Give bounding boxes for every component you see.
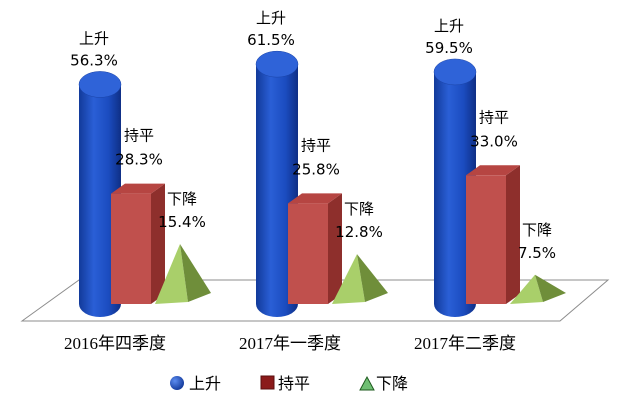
data-label-flat-value: 25.8% [292, 160, 340, 178]
bar-rise [79, 84, 121, 318]
bar-flat-top [111, 183, 165, 194]
data-label-fall-name: 下降 [167, 190, 197, 208]
data-label-fall-value: 7.5% [518, 244, 556, 262]
bar-flat-side [506, 165, 520, 304]
legend: 上升 持平 下降 [170, 374, 408, 393]
data-label-flat-value: 28.3% [115, 151, 163, 169]
data-label-rise-name: 上升 [434, 17, 464, 35]
legend-label: 下降 [376, 374, 408, 393]
data-label-rise-name: 上升 [256, 9, 286, 27]
bar-fall-side [535, 274, 566, 302]
data-label-rise-value: 56.3% [70, 51, 118, 69]
bars-layer: 上升 56.3% 持平 28.3% 下降 15.4% 上升 61.5% 持平 25.8% 下降 12.… [70, 9, 566, 318]
bar-rise-top [433, 58, 477, 86]
data-label-flat-name: 持平 [479, 108, 509, 126]
data-label-rise-value: 59.5% [425, 39, 473, 57]
bar-flat [288, 203, 328, 304]
bar-flat-side [328, 193, 342, 304]
bar-flat-side [151, 183, 165, 304]
bar-fall-front [155, 243, 188, 304]
legend-marker-flat [260, 375, 275, 390]
legend-label: 持平 [278, 374, 310, 393]
bar-flat-top [466, 165, 520, 176]
x-tick-label: 2017年一季度 [239, 334, 341, 353]
legend-label: 上升 [189, 374, 221, 393]
data-label-rise-value: 61.5% [247, 31, 295, 49]
x-tick-label: 2017年二季度 [414, 334, 516, 353]
data-label-fall-value: 12.8% [335, 223, 383, 241]
bar-flat [466, 175, 506, 304]
bar-fall-front [332, 254, 365, 304]
bar-fall-side [357, 254, 388, 302]
data-label-fall-name: 下降 [522, 221, 552, 239]
data-label-rise-name: 上升 [79, 29, 109, 47]
bar-rise [256, 64, 298, 318]
bar-rise [434, 71, 476, 317]
legend-marker-rise [170, 376, 184, 390]
data-label-flat-name: 持平 [301, 136, 331, 154]
bar-fall-front [510, 274, 543, 304]
bar-flat [111, 193, 151, 304]
bar-fall-side [180, 243, 211, 302]
data-label-fall-name: 下降 [344, 200, 374, 218]
data-label-flat-value: 33.0% [470, 132, 518, 150]
legend-marker-fall [359, 375, 375, 391]
x-tick-label: 2016年四季度 [64, 334, 166, 353]
data-label-fall-value: 15.4% [158, 213, 206, 231]
bar-rise-top [255, 50, 299, 78]
bar-flat-top [288, 193, 342, 204]
bar-rise-top [78, 71, 122, 98]
data-label-flat-name: 持平 [124, 127, 154, 145]
